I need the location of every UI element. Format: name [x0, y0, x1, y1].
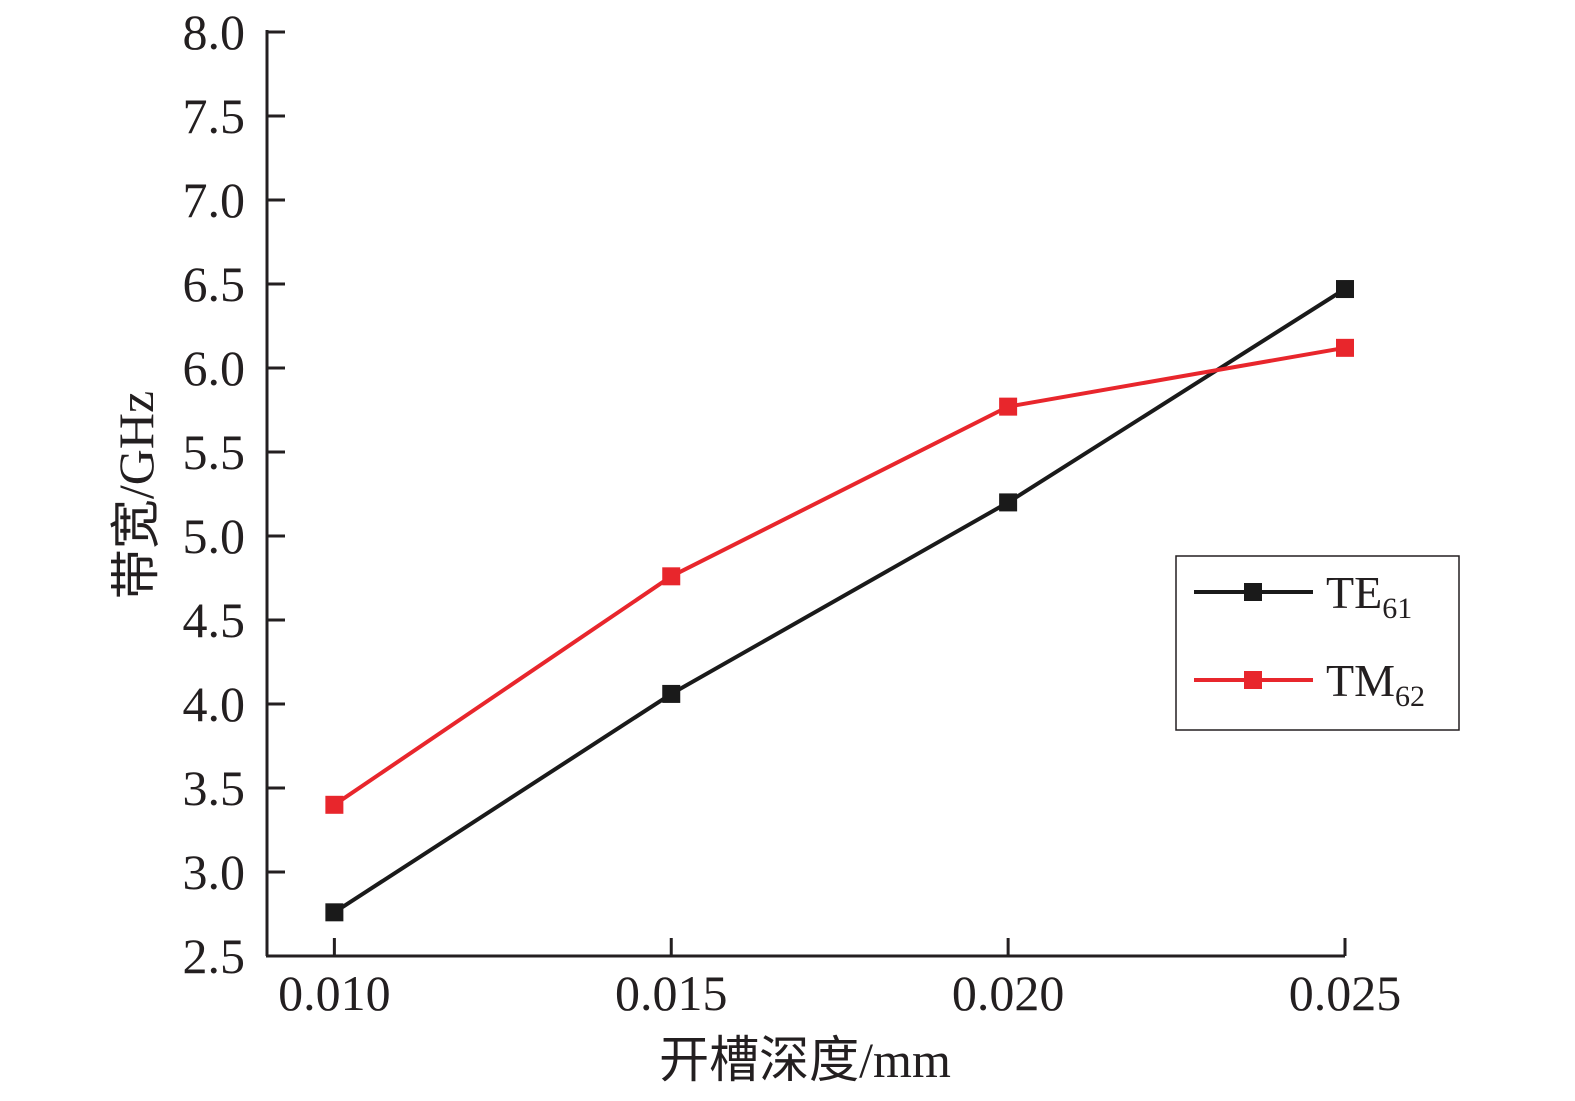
- y-tick-label: 6.5: [183, 256, 246, 312]
- series-tm: [325, 338, 1354, 814]
- data-point-te: [999, 493, 1018, 512]
- y-tick-label: 7.0: [183, 172, 246, 228]
- legend-item-te: TE61: [1194, 567, 1412, 625]
- series-layer: [325, 280, 1354, 922]
- y-tick-label: 3.5: [183, 760, 246, 816]
- x-tick-label: 0.025: [1289, 965, 1402, 1021]
- data-point-te: [1336, 280, 1354, 299]
- legend-box: [1175, 555, 1460, 731]
- data-point-tm: [325, 795, 344, 814]
- y-tick-label: 5.0: [183, 508, 246, 564]
- legend-marker: [1244, 671, 1262, 689]
- y-tick-label: 2.5: [183, 928, 246, 984]
- y-tick-label: 5.5: [183, 424, 246, 480]
- y-tick-label: 3.0: [183, 844, 246, 900]
- data-point-te: [325, 903, 344, 922]
- x-axis-title: 开槽深度/mm: [659, 1032, 951, 1088]
- data-point-tm: [662, 567, 681, 586]
- x-tick-label: 0.010: [278, 965, 391, 1021]
- y-tick-label: 6.0: [183, 340, 246, 396]
- legend-item-tm: TM62: [1194, 655, 1425, 713]
- y-tick-label: 8.0: [183, 4, 246, 60]
- y-tick-label: 4.5: [183, 592, 246, 648]
- x-tick-label: 0.020: [952, 965, 1065, 1021]
- y-axis-title: 带宽/GHz: [108, 391, 164, 599]
- x-tick-label: 0.015: [615, 965, 728, 1021]
- data-point-tm: [1336, 338, 1354, 357]
- y-tick-label: 7.5: [183, 88, 246, 144]
- axes: 2.5 3.0 3.5 4.0 4.5 5.0 5.5 6.0 6.5 7.0 7.5 8.0 0.01…: [183, 4, 1402, 1021]
- legend-label: TM62: [1326, 655, 1425, 713]
- series-line-te: [333, 287, 1347, 914]
- series-te: [325, 280, 1354, 922]
- data-point-tm: [999, 397, 1018, 416]
- y-tick-label: 4.0: [183, 676, 246, 732]
- data-point-te: [662, 684, 681, 703]
- legend-label: TE61: [1326, 567, 1412, 625]
- legend: TE61 TM62: [1175, 555, 1460, 731]
- legend-marker: [1244, 583, 1262, 601]
- series-line-tm: [333, 345, 1346, 807]
